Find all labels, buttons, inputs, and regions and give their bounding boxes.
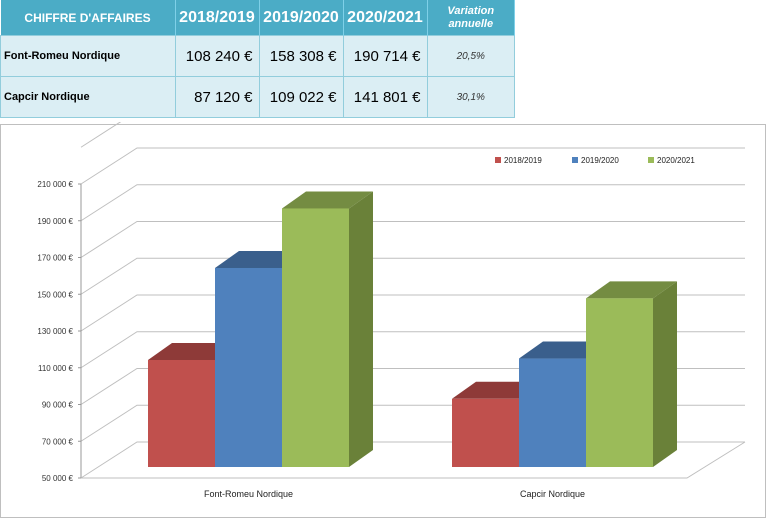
y-tick-label: 150 000 €	[37, 290, 73, 299]
gridline	[80, 331, 745, 369]
revenue-table: CHIFFRE D'AFFAIRES 2018/2019 2019/2020 2…	[0, 0, 515, 118]
bar-2020/2021	[282, 208, 349, 467]
bar-2018/2019	[148, 359, 215, 467]
cell-variation: 30,1%	[426, 76, 515, 118]
bar-top	[586, 281, 677, 299]
gridline	[80, 184, 745, 222]
floor-edge	[81, 441, 746, 479]
bar-2019/2020	[519, 358, 586, 467]
bar-chart: 50 000 € 70 000 € 90 000 € 110 000 € 130 000…	[0, 122, 766, 518]
y-tick-label: 50 000 €	[42, 474, 74, 483]
bar-side	[349, 191, 373, 467]
table-row: Capcir Nordique 87 120 € 109 022 € 141 8…	[0, 76, 515, 118]
cell-value: 108 240 €	[174, 35, 260, 77]
gridline	[80, 294, 745, 332]
gridline	[80, 147, 745, 185]
legend-swatch	[495, 157, 501, 163]
legend-label: 2018/2019	[504, 156, 542, 165]
row-name: Font-Romeu Nordique	[0, 35, 176, 77]
y-tick-label: 170 000 €	[37, 254, 73, 263]
x-tick-label: Font-Romeu Nordique	[204, 489, 293, 499]
table-row: Font-Romeu Nordique 108 240 € 158 308 € …	[0, 35, 515, 77]
bar-2019/2020	[215, 267, 282, 467]
cell-value: 158 308 €	[258, 35, 344, 77]
y-tick-label: 90 000 €	[42, 401, 74, 410]
bar-side	[653, 281, 677, 467]
header-label: CHIFFRE D'AFFAIRES	[0, 0, 176, 36]
header-2020: 2020/2021	[343, 0, 428, 36]
y-tick-label: 210 000 €	[37, 180, 73, 189]
legend-swatch	[648, 157, 654, 163]
bar-top	[282, 191, 373, 209]
cell-variation: 20,5%	[426, 35, 515, 77]
cell-value: 109 022 €	[258, 76, 344, 118]
row-name: Capcir Nordique	[0, 76, 176, 118]
header-2018: 2018/2019	[175, 0, 260, 36]
y-tick-label: 110 000 €	[38, 364, 74, 373]
legend-swatch	[572, 157, 578, 163]
y-tick-label: 70 000 €	[42, 437, 74, 446]
header-2019: 2019/2020	[259, 0, 344, 36]
y-tick-label: 130 000 €	[37, 327, 73, 336]
gridline	[80, 257, 745, 295]
bar-2018/2019	[452, 398, 519, 467]
legend-label: 2020/2021	[657, 156, 695, 165]
y-tick-label: 190 000 €	[37, 217, 73, 226]
cell-value: 141 801 €	[342, 76, 428, 118]
bar-2020/2021	[586, 298, 653, 467]
gridline	[80, 122, 122, 148]
header-variation: Variation annuelle	[427, 0, 515, 36]
gridline	[80, 221, 745, 258]
legend-label: 2019/2020	[581, 156, 619, 165]
cell-value: 190 714 €	[342, 35, 428, 77]
cell-value: 87 120 €	[174, 76, 260, 118]
x-tick-label: Capcir Nordique	[520, 489, 585, 499]
